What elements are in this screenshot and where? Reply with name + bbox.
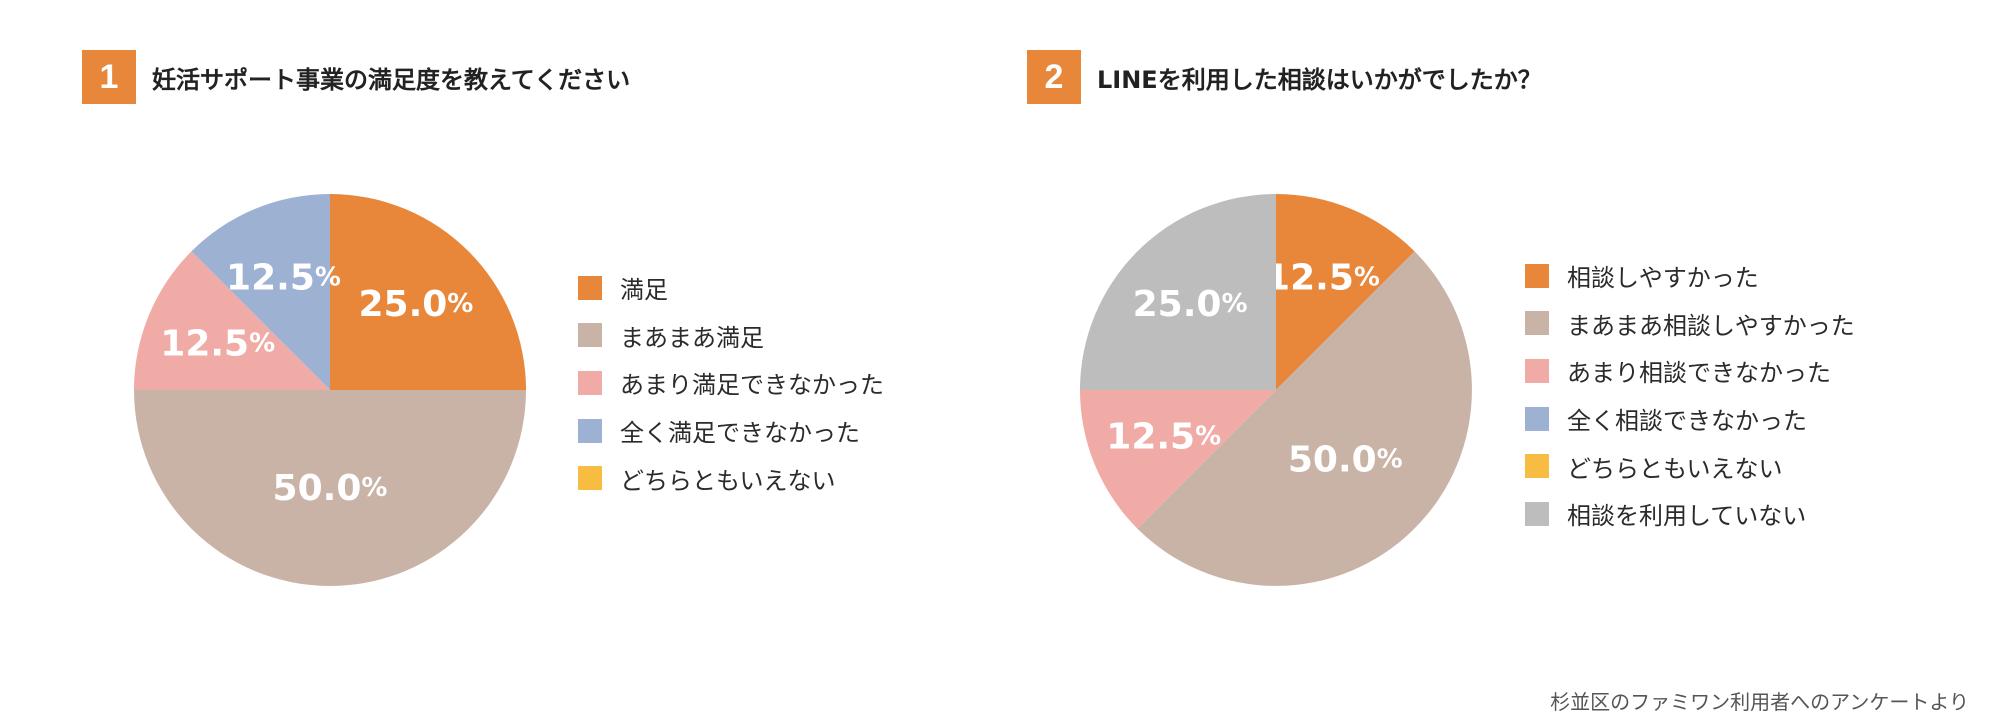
legend-item: 満足 [578,264,884,312]
legend-2: 相談しやすかったまあまあ相談しやすかった あまり相談できなかった 全く相談できなかっ… [1525,252,1855,538]
legend-item: どちらともいえない [1525,442,1855,490]
chart-panel-2: 2 LINEを利用した相談はいかがでしたか？ 12.5% 50.0% 12.5% 25… [1000,0,2001,720]
pie-chart-2: 12.5% 50.0% 12.5% 25.0% [1080,194,1472,586]
pie-slice-1 [330,194,526,390]
legend-label: 全く相談できなかった [1567,407,1807,436]
legend-item: 全く満足できなかった [578,407,884,455]
legend-label: まあまあ相談しやすかった [1567,311,1855,340]
legend-label: 全く満足できなかった [620,419,860,448]
legend-swatch [578,275,602,300]
legend-item: まあまあ相談しやすかった [1525,300,1855,348]
legend-item: 全く相談できなかった [1525,395,1855,443]
legend-item: あまり相談できなかった [1525,347,1855,395]
legend-swatch [578,323,602,348]
pie-slice-3 [134,251,330,390]
slice-value-label-3: 12.5% [1106,416,1221,457]
legend-swatch [1525,501,1549,526]
question-header-1: 1 妊活サポート事業の満足度を教えてください [82,50,630,104]
pie-slice-3 [1080,390,1276,529]
question-number-badge: 2 [1027,50,1081,104]
legend-label: どちらともいえない [620,466,836,495]
source-note: 杉並区のファミワン利用者へのアンケートより [1550,690,1969,714]
pie-slice-2 [1137,251,1472,586]
slice-value-label-2: 50.0% [1288,439,1403,480]
slice-value-label-4: 12.5% [226,257,341,298]
chart-title: LINEを利用した相談はいかがでしたか？ [1097,65,1542,94]
chart-panel-1: 1 妊活サポート事業の満足度を教えてください 25.0% 50.0% 12.5% 12… [0,0,1000,720]
legend-swatch [578,370,602,395]
pie-chart-1: 25.0% 50.0% 12.5% 12.5% [134,194,526,586]
slice-value-label-2: 50.0% [273,468,388,509]
pie-slice-6 [1080,194,1276,390]
legend-swatch [1525,406,1549,431]
legend-item: あまり満足できなかった [578,359,884,407]
legend-swatch [1525,358,1549,383]
legend-label: あまり相談できなかった [1567,359,1831,388]
pie-slice-4 [191,194,330,390]
question-number-badge: 1 [82,50,136,104]
question-header-2: 2 LINEを利用した相談はいかがでしたか？ [1027,50,1542,104]
legend-label: どちらともいえない [1567,454,1783,483]
legend-swatch [1525,311,1549,336]
legend-swatch [1525,454,1549,479]
legend-1: 満足まあまあ満足あまり満足できなかった 全く満足できなかった どちらともいえない [578,264,884,502]
legend-label: 相談しやすかった [1567,264,1759,293]
pie-slice-1 [1276,194,1415,390]
legend-item: どちらともいえない [578,454,884,502]
slice-value-label-3: 12.5% [160,323,275,364]
legend-label: 満足 [620,276,668,305]
legend-label: まあまあ満足 [620,323,764,352]
chart-title: 妊活サポート事業の満足度を教えてください [152,65,631,94]
legend-label: 相談を利用していない [1567,502,1807,531]
legend-item: 相談しやすかった [1525,252,1855,300]
slice-value-label-1: 25.0% [358,284,473,325]
slice-value-label-6: 25.0% [1133,284,1248,325]
pie-slice-2 [134,390,526,586]
legend-label: あまり満足できなかった [620,371,884,400]
legend-item: まあまあ満足 [578,312,884,360]
legend-item: 相談を利用していない [1525,490,1855,538]
legend-swatch [1525,263,1549,288]
slice-value-label-1: 12.5% [1265,257,1380,298]
legend-swatch [578,418,602,443]
legend-swatch [578,466,602,491]
